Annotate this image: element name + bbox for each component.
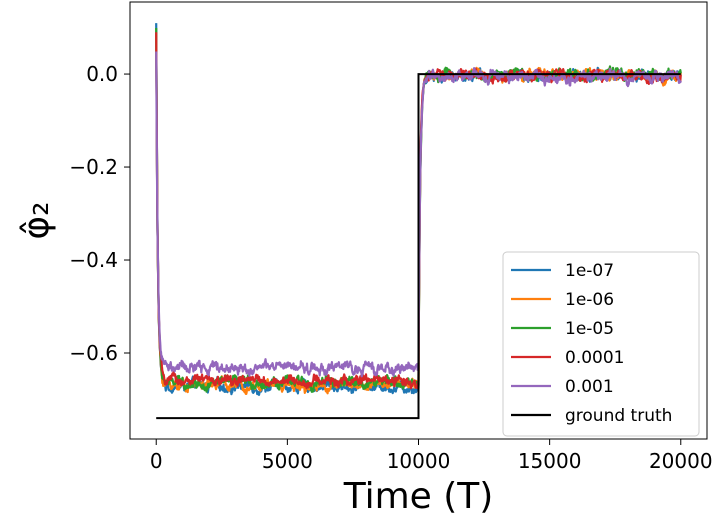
legend-label: 1e-07	[565, 261, 614, 281]
x-axis-label: Time (T)	[343, 476, 494, 517]
y-tick-label: −0.6	[69, 341, 118, 365]
legend-label: 0.001	[565, 377, 614, 397]
legend: 1e-07 1e-06 1e-05 0.0001 0.001 ground truth	[502, 251, 700, 437]
x-tick-label: 20000	[649, 449, 713, 473]
x-tick-label: 5000	[262, 449, 313, 473]
y-tick-label: −0.2	[69, 155, 118, 179]
x-tick-label: 10000	[387, 449, 451, 473]
legend-label: 1e-05	[565, 319, 614, 339]
legend-label: 0.0001	[565, 348, 624, 368]
x-tick-label: 0	[150, 449, 163, 473]
x-tick-label: 15000	[518, 449, 582, 473]
ground-truth-line	[156, 73, 681, 420]
legend-label: 1e-06	[565, 290, 614, 310]
series-layer	[155, 23, 682, 420]
y-tick-label: 0.0	[86, 62, 118, 86]
y-axis-label: φ̂₂	[16, 201, 57, 239]
legend-label: ground truth	[565, 406, 672, 426]
ticks-layer: 0 5000 10000 15000 20000 0.0 −0.2 −0.4 −0.6	[69, 62, 712, 473]
y-tick-label: −0.4	[69, 248, 118, 272]
legend-box	[502, 251, 700, 437]
